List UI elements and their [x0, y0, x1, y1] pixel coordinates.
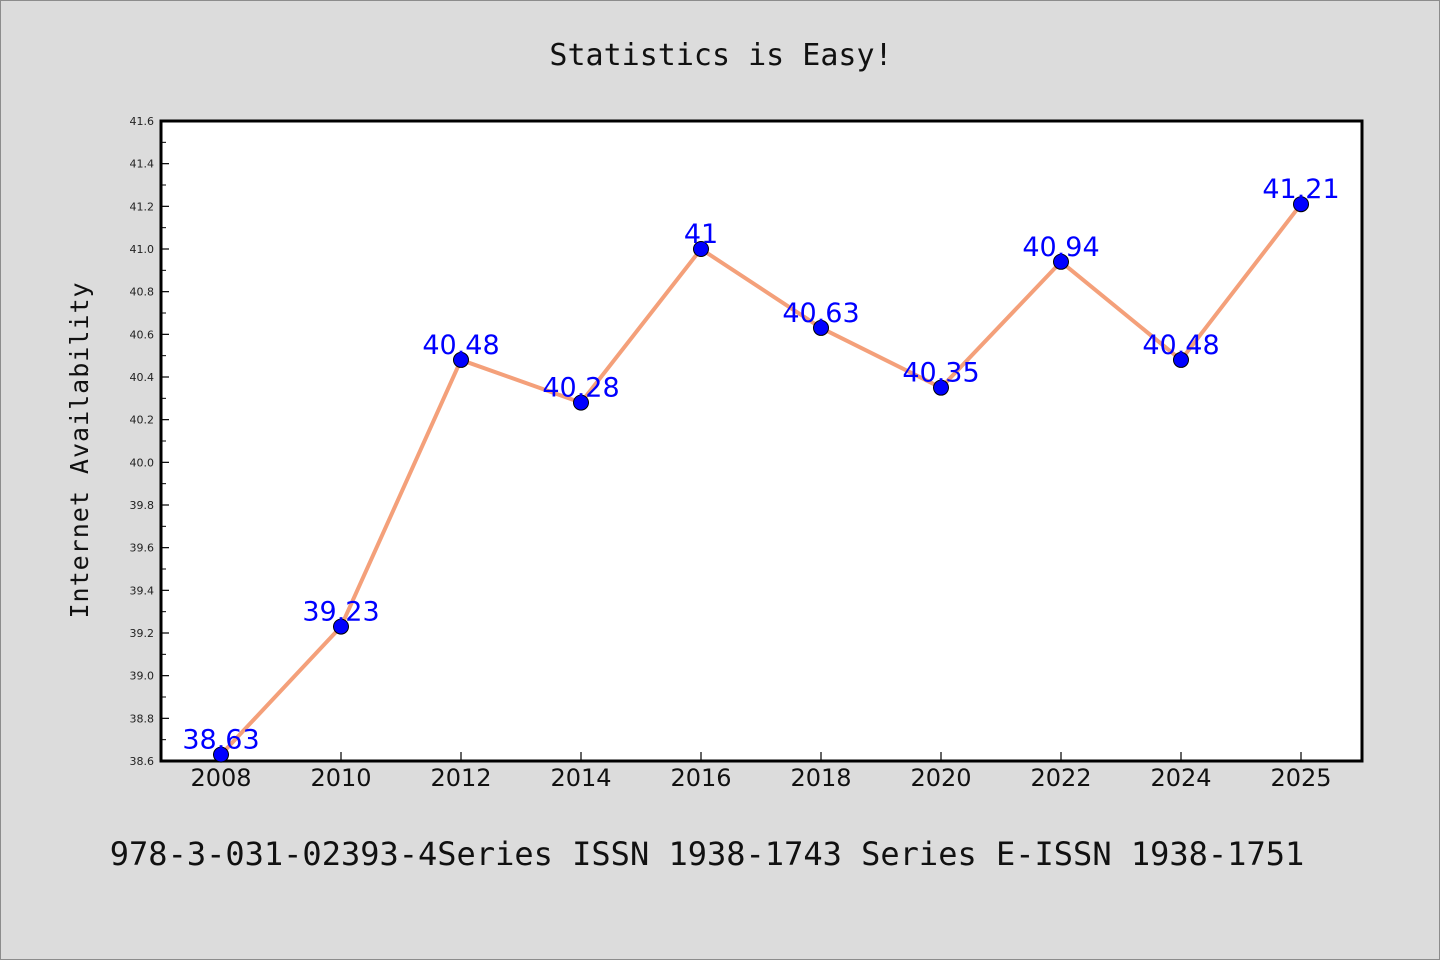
data-point: [573, 394, 589, 411]
data-label: 40.94: [1022, 232, 1099, 263]
y-tick-label: 40.4: [130, 371, 155, 384]
data-label: 39.23: [302, 597, 379, 628]
x-axis-ticks: 2008 2010 2012 2014 2016 2018 2020 2022 2024 2025: [190, 752, 1332, 792]
y-axis-label: Internet Availability: [65, 281, 94, 618]
y-tick-label: 41.6: [130, 115, 155, 128]
data-label: 40.48: [422, 330, 499, 361]
x-tick-label: 2012: [430, 764, 491, 792]
data-label: 41: [684, 219, 718, 250]
data-point: [453, 351, 469, 368]
data-label: 38.63: [182, 725, 259, 756]
data-label: 40.63: [782, 298, 859, 329]
data-point: [1293, 196, 1309, 213]
y-tick-label: 41.4: [130, 158, 155, 171]
x-tick-label: 2016: [670, 764, 731, 792]
series-layer: [213, 196, 1309, 763]
y-tick-label: 41.0: [130, 243, 155, 256]
y-tick-label: 39.8: [130, 499, 155, 512]
y-tick-label: 39.0: [130, 670, 155, 683]
x-tick-label: 2014: [550, 764, 611, 792]
y-tick-label: 40.0: [130, 456, 155, 469]
x-tick-label: 2008: [190, 764, 251, 792]
chart-title: Statistics is Easy!: [549, 38, 892, 73]
data-label: 41.21: [1262, 174, 1339, 205]
y-tick-label: 39.4: [130, 584, 155, 597]
x-tick-label: 2022: [1030, 764, 1091, 792]
x-tick-label: 2020: [910, 764, 971, 792]
x-tick-label: 2025: [1270, 764, 1331, 792]
x-tick-label: 2024: [1150, 764, 1211, 792]
y-tick-label: 38.6: [130, 755, 155, 768]
y-tick-label: 38.8: [130, 712, 155, 725]
footer-text: 978-3-031-02393-4Series ISSN 1938-1743 S…: [110, 835, 1304, 873]
data-point: [1173, 351, 1189, 368]
data-label: 40.35: [902, 358, 979, 389]
x-tick-label: 2010: [310, 764, 371, 792]
y-tick-label: 40.8: [130, 286, 155, 299]
y-tick-label: 39.6: [130, 542, 155, 555]
data-point: [213, 746, 229, 763]
data-label: 40.28: [542, 373, 619, 404]
y-axis-ticks: 38.6 38.8 39.0 39.2 39.4 39.6 39.8 40.0 40.2 40.4…: [130, 115, 169, 768]
data-point: [1053, 253, 1069, 270]
plot-area: [159, 119, 1364, 763]
series-line: [219, 202, 1303, 757]
data-point: [333, 618, 349, 635]
data-label-layer: 38.63 39.23 40.48 40.28 41 40.63 40.35 40.94 40.…: [182, 174, 1339, 755]
data-label: 40.48: [1142, 330, 1219, 361]
y-tick-label: 41.2: [130, 200, 155, 213]
data-point: [813, 319, 829, 336]
data-point: [933, 379, 949, 396]
y-tick-label: 40.6: [130, 328, 155, 341]
y-tick-label: 40.2: [130, 414, 155, 427]
x-tick-label: 2018: [790, 764, 851, 792]
y-tick-label: 39.2: [130, 627, 155, 640]
data-point: [693, 241, 709, 257]
